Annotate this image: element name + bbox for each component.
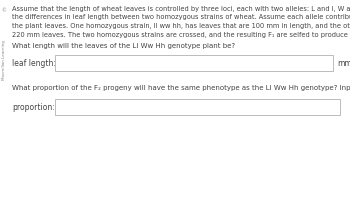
FancyBboxPatch shape [55,55,333,71]
Text: leaf length:: leaf length: [12,59,56,68]
Text: What proportion of the F₂ progeny will have the same phenotype as the Ll Ww Hh g: What proportion of the F₂ progeny will h… [12,85,350,91]
Text: the plant leaves. One homozygous strain, ll ww hh, has leaves that are 100 mm in: the plant leaves. One homozygous strain,… [12,23,350,29]
Text: What length will the leaves of the Ll Ww Hh genotype plant be?: What length will the leaves of the Ll Ww… [12,43,235,49]
Text: the differences in leaf length between two homozygous strains of wheat. Assume e: the differences in leaf length between t… [12,14,350,20]
Text: ©: © [2,8,6,13]
Text: Macmillan Learning: Macmillan Learning [2,40,6,80]
Text: Assume that the length of wheat leaves is controlled by three loci, each with tw: Assume that the length of wheat leaves i… [12,6,350,12]
Text: proportion:: proportion: [12,102,55,111]
Text: mm: mm [337,59,350,68]
FancyBboxPatch shape [55,99,340,115]
Text: 220 mm leaves. The two homozygous strains are crossed, and the resulting F₁ are : 220 mm leaves. The two homozygous strain… [12,32,350,37]
